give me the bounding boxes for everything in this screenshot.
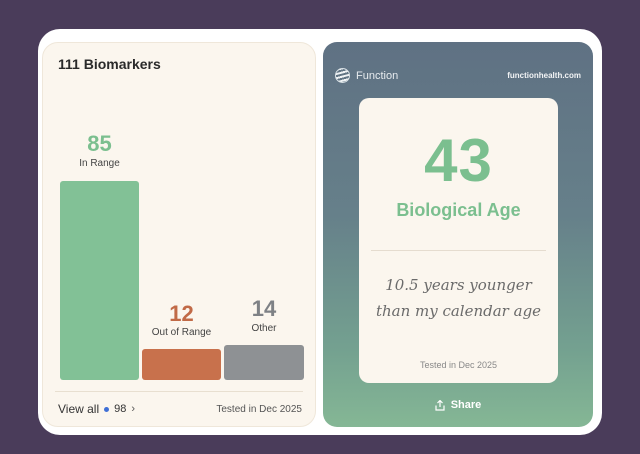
other-count: 14 xyxy=(251,296,277,321)
out-of-range-bar xyxy=(142,349,221,380)
view-all-label: View all xyxy=(58,402,100,416)
brand: Function xyxy=(335,68,398,83)
out-of-range-count: 12 xyxy=(169,301,194,326)
biological-age-card: Function functionhealth.com 43 Biologica… xyxy=(323,42,593,427)
function-logo-icon xyxy=(335,68,350,83)
in-range-count: 85 xyxy=(87,131,112,156)
out-of-range-label: Out of Range xyxy=(151,327,212,338)
biomarkers-title: 111 Biomarkers xyxy=(58,56,161,72)
blue-dot-icon xyxy=(104,406,110,412)
age-summary-panel: 43 Biological Age 10.5 years younger tha… xyxy=(359,98,558,383)
share-label: Share xyxy=(450,399,482,411)
card-divider xyxy=(55,391,303,392)
panel-tested-date: Tested in Dec 2025 xyxy=(419,360,498,370)
view-all-link[interactable]: View all 98 › xyxy=(58,402,135,416)
site-url: functionhealth.com xyxy=(507,71,581,80)
tested-date: Tested in Dec 2025 xyxy=(216,404,302,415)
chevron-right-icon: › xyxy=(131,403,136,415)
other-label: Other xyxy=(251,323,277,334)
panel-divider xyxy=(371,250,546,251)
other-bar xyxy=(224,345,304,380)
age-difference-line-1: 10.5 years younger xyxy=(385,276,532,294)
biological-age-label: Biological Age xyxy=(396,200,521,220)
biological-age-value: 43 xyxy=(424,127,493,194)
age-difference-line-2: than my calendar age xyxy=(375,302,542,320)
in-range-label: In Range xyxy=(79,158,120,169)
age-difference-text: 10.5 years younger than my calendar age xyxy=(359,272,558,324)
share-button[interactable]: Share xyxy=(323,399,593,411)
biomarkers-card: 111 Biomarkers 85 In Range 12 Out of Ran… xyxy=(42,42,316,427)
brand-name: Function xyxy=(356,69,399,82)
share-icon xyxy=(435,399,445,411)
in-range-bar xyxy=(60,181,139,380)
view-all-count: 98 xyxy=(114,403,127,415)
